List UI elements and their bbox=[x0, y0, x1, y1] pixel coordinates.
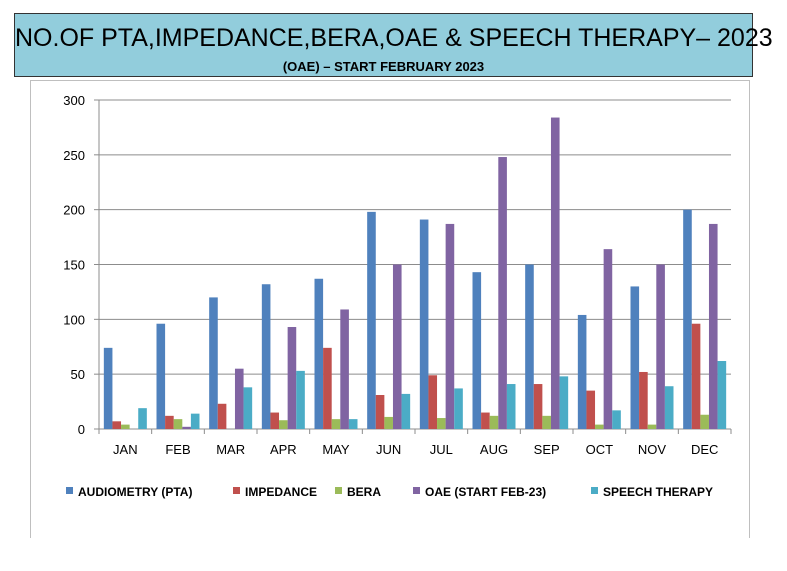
legend-swatch bbox=[591, 487, 598, 494]
bar bbox=[472, 272, 482, 429]
bar bbox=[165, 415, 174, 429]
bar bbox=[384, 416, 393, 429]
bar bbox=[261, 284, 271, 429]
bar bbox=[138, 408, 147, 429]
y-tick-label: 100 bbox=[63, 312, 85, 327]
bar bbox=[279, 420, 288, 429]
bar bbox=[603, 249, 613, 429]
x-tick-label: MAY bbox=[322, 442, 350, 457]
legend-label: OAE (START FEB-23) bbox=[425, 485, 546, 499]
legend-swatch bbox=[233, 487, 240, 494]
bar bbox=[506, 384, 516, 429]
bar bbox=[392, 264, 402, 429]
chart-title: NO.OF PTA,IMPEDANCE,BERA,OAE & SPEECH TH… bbox=[15, 24, 773, 52]
bar bbox=[340, 309, 349, 429]
legend-label: BERA bbox=[347, 485, 381, 499]
bar bbox=[550, 117, 560, 430]
legend-label: SPEECH THERAPY bbox=[603, 485, 713, 499]
bar bbox=[234, 368, 244, 429]
y-tick-label: 300 bbox=[63, 93, 85, 108]
bar bbox=[314, 278, 324, 429]
y-tick-label: 150 bbox=[63, 258, 85, 273]
chart-title-box: NO.OF PTA,IMPEDANCE,BERA,OAE & SPEECH TH… bbox=[14, 13, 773, 77]
bar bbox=[331, 419, 341, 429]
y-tick-label: 0 bbox=[78, 422, 85, 437]
bar bbox=[401, 393, 411, 429]
bar bbox=[664, 386, 674, 429]
x-tick-label: SEP bbox=[534, 442, 560, 457]
bar bbox=[173, 419, 183, 429]
legend-swatch bbox=[335, 487, 342, 494]
y-tick-label: 200 bbox=[63, 203, 85, 218]
y-tick-label: 50 bbox=[71, 367, 85, 382]
x-tick-label: FEB bbox=[165, 442, 190, 457]
legend-swatch bbox=[66, 487, 73, 494]
legend-swatch bbox=[413, 487, 420, 494]
bar bbox=[559, 376, 569, 429]
bar bbox=[190, 413, 200, 429]
x-tick-label: JUL bbox=[430, 442, 453, 457]
bar bbox=[367, 211, 376, 429]
x-tick-label: AUG bbox=[480, 442, 508, 457]
chart-frame bbox=[30, 80, 750, 538]
bar bbox=[217, 403, 227, 429]
bar bbox=[156, 323, 166, 429]
bar bbox=[595, 424, 604, 429]
bar bbox=[437, 418, 446, 429]
bar bbox=[717, 361, 727, 429]
bar bbox=[525, 264, 534, 429]
bar bbox=[630, 286, 640, 429]
bar bbox=[445, 223, 455, 429]
bar bbox=[481, 412, 490, 429]
bar bbox=[296, 370, 305, 429]
y-tick-label: 250 bbox=[63, 148, 85, 163]
chart-subtitle: (OAE) – START FEBRUARY 2023 bbox=[282, 59, 485, 74]
x-tick-label: DEC bbox=[691, 442, 718, 457]
bar bbox=[287, 327, 297, 429]
x-tick-label: NOV bbox=[638, 442, 667, 457]
bar bbox=[121, 424, 130, 429]
bar bbox=[489, 415, 499, 429]
bar bbox=[419, 219, 429, 429]
bar bbox=[577, 314, 587, 429]
bar bbox=[639, 371, 648, 429]
bar bbox=[209, 297, 218, 429]
bar bbox=[243, 387, 253, 429]
bar bbox=[323, 347, 332, 429]
x-tick-label: OCT bbox=[586, 442, 614, 457]
bar bbox=[375, 395, 385, 429]
bar bbox=[454, 388, 463, 429]
bar bbox=[691, 323, 701, 429]
bar bbox=[103, 347, 113, 429]
x-tick-label: APR bbox=[270, 442, 297, 457]
bar bbox=[656, 264, 665, 429]
bar bbox=[182, 426, 191, 429]
legend-label: IMPEDANCE bbox=[245, 485, 317, 499]
x-tick-label: JAN bbox=[113, 442, 138, 457]
bar bbox=[612, 410, 621, 429]
bar bbox=[586, 390, 596, 429]
bar bbox=[708, 223, 718, 429]
bar bbox=[533, 384, 543, 429]
bar bbox=[428, 375, 438, 429]
x-tick-label: MAR bbox=[216, 442, 245, 457]
bar bbox=[112, 421, 122, 429]
bar bbox=[270, 412, 280, 429]
legend-label: AUDIOMETRY (PTA) bbox=[78, 485, 192, 499]
x-tick-label: JUN bbox=[376, 442, 401, 457]
bar bbox=[542, 415, 551, 429]
bar bbox=[348, 419, 358, 429]
bar bbox=[647, 424, 657, 429]
bar bbox=[683, 209, 692, 429]
bar bbox=[700, 414, 709, 429]
bar bbox=[498, 157, 507, 429]
